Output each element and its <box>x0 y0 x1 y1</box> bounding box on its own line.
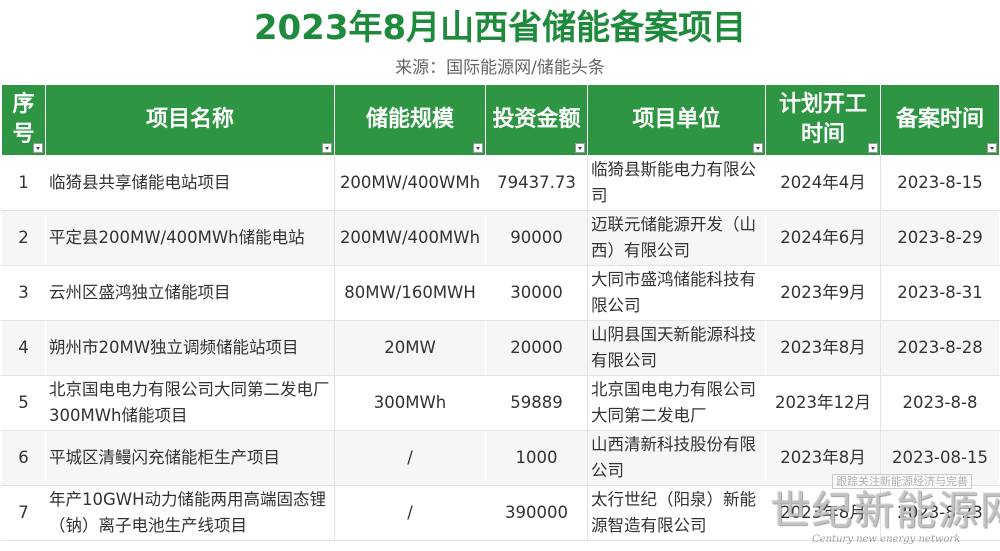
filter-dropdown-icon[interactable] <box>868 143 878 153</box>
table-row: 3 云州区盛鸿独立储能项目 80MW/160MWH 30000 大同市盛鸿储能科… <box>1 265 1000 321</box>
filter-dropdown-icon[interactable] <box>473 143 483 153</box>
header-label: 序号 <box>12 92 35 147</box>
table-row: 5 北京国电电力有限公司大同第二发电厂300MWh储能项目 300MWh 598… <box>1 375 1000 431</box>
cell-scale: / <box>334 485 486 541</box>
header-label: 项目单位 <box>632 107 721 132</box>
cell-unit: 北京国电电力有限公司大同第二发电厂 <box>587 375 766 431</box>
source-line: 来源：国际能源网/储能头条 <box>395 58 605 78</box>
cell-unit: 迈联元储能源开发（山西）有限公司 <box>587 210 766 266</box>
cell-name: 年产10GWH动力储能两用高端固态锂（钠）离子电池生产线项目 <box>45 485 335 541</box>
cell-filing: 2023-8-8 <box>880 375 1000 431</box>
table-row: 2 平定县200MW/400MWh储能电站 200MW/400MWh 90000… <box>1 210 1000 266</box>
cell-start: 2023年8月 <box>765 320 881 376</box>
cell-investment: 20000 <box>485 320 588 376</box>
cell-unit: 大同市盛鸿储能科技有限公司 <box>587 265 766 321</box>
header-name[interactable]: 项目名称 <box>45 84 335 156</box>
header-start[interactable]: 计划开工时间 <box>765 84 881 156</box>
cell-name: 临猗县共享储能电站项目 <box>45 155 335 211</box>
cell-filing: 2023-8-15 <box>880 155 1000 211</box>
cell-investment: 30000 <box>485 265 588 321</box>
header-row: 序号 项目名称 储能规模 投资金额 项目单位 计划开工时间 备案时间 <box>1 84 1000 156</box>
cell-investment: 390000 <box>485 485 588 541</box>
cell-start: 2023年8月 <box>765 430 881 486</box>
cell-name: 平城区清鳗闪充储能柜生产项目 <box>45 430 335 486</box>
cell-no: 7 <box>1 485 46 541</box>
cell-name: 北京国电电力有限公司大同第二发电厂300MWh储能项目 <box>45 375 335 431</box>
header-scale[interactable]: 储能规模 <box>334 84 486 156</box>
filter-dropdown-icon[interactable] <box>753 143 763 153</box>
cell-filing: 2023-8-28 <box>880 320 1000 376</box>
cell-unit: 太行世纪（阳泉）新能源智造有限公司 <box>587 485 766 541</box>
cell-no: 4 <box>1 320 46 376</box>
cell-start: 2023年12月 <box>765 375 881 431</box>
cell-scale: 80MW/160MWH <box>334 265 486 321</box>
header-label: 计划开工时间 <box>778 92 867 147</box>
table-row: 6 平城区清鳗闪充储能柜生产项目 / 1000 山西清新科技股份有限公司 202… <box>1 430 1000 486</box>
cell-scale: / <box>334 430 486 486</box>
cell-start: 2023年8月 <box>765 485 881 541</box>
cell-no: 1 <box>1 155 46 211</box>
header-filing[interactable]: 备案时间 <box>880 84 1000 156</box>
cell-start: 2024年6月 <box>765 210 881 266</box>
cell-investment: 1000 <box>485 430 588 486</box>
filter-dropdown-icon[interactable] <box>987 143 997 153</box>
cell-filing: 2023-8-29 <box>880 210 1000 266</box>
header-label: 备案时间 <box>895 107 984 132</box>
cell-filing: 2023-08-15 <box>880 430 1000 486</box>
cell-unit: 山西清新科技股份有限公司 <box>587 430 766 486</box>
cell-no: 3 <box>1 265 46 321</box>
table-row: 1 临猗县共享储能电站项目 200MW/400WMh 79437.73 临猗县斯… <box>1 155 1000 211</box>
filter-dropdown-icon[interactable] <box>575 143 585 153</box>
header-investment[interactable]: 投资金额 <box>485 84 588 156</box>
header-label: 储能规模 <box>365 107 454 132</box>
cell-no: 5 <box>1 375 46 431</box>
cell-scale: 200MW/400WMh <box>334 155 486 211</box>
cell-unit: 山阴县国天新能源科技有限公司 <box>587 320 766 376</box>
header-unit[interactable]: 项目单位 <box>587 84 766 156</box>
cell-name: 云州区盛鸿独立储能项目 <box>45 265 335 321</box>
cell-name: 朔州市20MW独立调频储能站项目 <box>45 320 335 376</box>
cell-investment: 59889 <box>485 375 588 431</box>
filter-dropdown-icon[interactable] <box>33 143 43 153</box>
filter-dropdown-icon[interactable] <box>322 143 332 153</box>
cell-unit: 临猗县斯能电力有限公司 <box>587 155 766 211</box>
table-row: 7 年产10GWH动力储能两用高端固态锂（钠）离子电池生产线项目 / 39000… <box>1 485 1000 541</box>
header-no[interactable]: 序号 <box>1 84 46 156</box>
cell-no: 2 <box>1 210 46 266</box>
cell-scale: 200MW/400MWh <box>334 210 486 266</box>
cell-filing: 2023-8-23 <box>880 485 1000 541</box>
cell-no: 6 <box>1 430 46 486</box>
cell-investment: 90000 <box>485 210 588 266</box>
cell-scale: 20MW <box>334 320 486 376</box>
table-row: 4 朔州市20MW独立调频储能站项目 20MW 20000 山阴县国天新能源科技… <box>1 320 1000 376</box>
cell-filing: 2023-8-31 <box>880 265 1000 321</box>
cell-investment: 79437.73 <box>485 155 588 211</box>
page-title: 2023年8月山西省储能备案项目 <box>253 8 747 48</box>
cell-start: 2024年4月 <box>765 155 881 211</box>
cell-start: 2023年9月 <box>765 265 881 321</box>
cell-name: 平定县200MW/400MWh储能电站 <box>45 210 335 266</box>
cell-scale: 300MWh <box>334 375 486 431</box>
projects-table: 序号 项目名称 储能规模 投资金额 项目单位 计划开工时间 备案时间 1 临猗县… <box>1 84 1000 541</box>
header-label: 项目名称 <box>145 107 234 132</box>
header-label: 投资金额 <box>492 107 581 132</box>
